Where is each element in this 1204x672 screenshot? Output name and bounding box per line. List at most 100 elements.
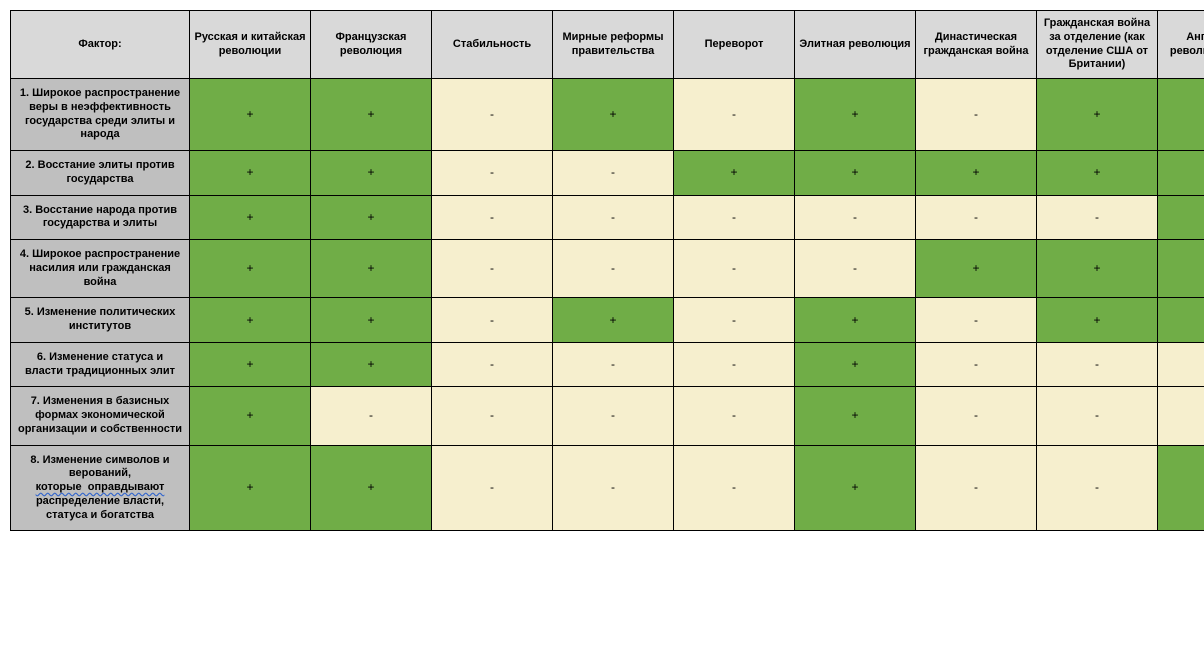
table-row: 8. Изменение символов и верований, котор… <box>11 445 1204 531</box>
data-cell: - <box>432 298 553 343</box>
data-cell: + <box>553 298 674 343</box>
data-cell: - <box>674 342 795 387</box>
data-cell: - <box>553 195 674 240</box>
data-cell: - <box>795 195 916 240</box>
header-col-8: Гражданская война за отделение (как отде… <box>1037 11 1158 79</box>
row-label: 5. Изменение политических институтов <box>11 298 190 343</box>
data-cell: - <box>553 240 674 298</box>
data-cell: - <box>916 445 1037 531</box>
data-cell: + <box>190 151 311 196</box>
data-cell: + <box>311 240 432 298</box>
header-col-9: Английская революция 1640г. <box>1158 11 1204 79</box>
data-cell: + <box>1158 240 1204 298</box>
data-cell: - <box>674 79 795 151</box>
table-row: 5. Изменение политических институтов++-+… <box>11 298 1204 343</box>
data-cell: + <box>311 151 432 196</box>
data-cell: + <box>795 342 916 387</box>
data-cell: + <box>795 445 916 531</box>
row-label: 6. Изменение статуса и власти традиционн… <box>11 342 190 387</box>
header-col-5: Переворот <box>674 11 795 79</box>
header-col-1: Русская и китайская революции <box>190 11 311 79</box>
factors-table: Фактор: Русская и китайская революции Фр… <box>10 10 1204 531</box>
data-cell: - <box>553 387 674 445</box>
data-cell: - <box>432 387 553 445</box>
data-cell: - <box>432 195 553 240</box>
data-cell: - <box>553 151 674 196</box>
data-cell: - <box>432 445 553 531</box>
data-cell: + <box>190 79 311 151</box>
table-row: 6. Изменение статуса и власти традиционн… <box>11 342 1204 387</box>
data-cell: + <box>916 151 1037 196</box>
data-cell: + <box>1158 79 1204 151</box>
header-col-6: Элитная революция <box>795 11 916 79</box>
data-cell: + <box>311 445 432 531</box>
data-cell: - <box>1158 387 1204 445</box>
data-cell: - <box>432 240 553 298</box>
data-cell: - <box>674 445 795 531</box>
data-cell: + <box>1037 79 1158 151</box>
data-cell: + <box>1158 151 1204 196</box>
data-cell: + <box>311 298 432 343</box>
data-cell: - <box>916 342 1037 387</box>
data-cell: + <box>190 387 311 445</box>
data-cell: - <box>674 387 795 445</box>
data-cell: + <box>1158 195 1204 240</box>
row-label: 7. Изменения в базисных формах экономиче… <box>11 387 190 445</box>
data-cell: - <box>1037 387 1158 445</box>
data-cell: - <box>674 195 795 240</box>
data-cell: + <box>1037 151 1158 196</box>
header-col-7: Династическая гражданская война <box>916 11 1037 79</box>
data-cell: + <box>190 298 311 343</box>
table-body: 1. Широкое распространение веры в неэффе… <box>11 79 1204 531</box>
data-cell: - <box>916 195 1037 240</box>
data-cell: - <box>795 240 916 298</box>
data-cell: - <box>674 240 795 298</box>
data-cell: + <box>795 79 916 151</box>
row-label: 8. Изменение символов и верований, котор… <box>11 445 190 531</box>
data-cell: + <box>916 240 1037 298</box>
row-label: 1. Широкое распространение веры в неэффе… <box>11 79 190 151</box>
table-row: 1. Широкое распространение веры в неэффе… <box>11 79 1204 151</box>
row-label: 2. Восстание элиты против государства <box>11 151 190 196</box>
data-cell: + <box>190 240 311 298</box>
data-cell: + <box>311 79 432 151</box>
data-cell: - <box>432 151 553 196</box>
data-cell: - <box>1037 445 1158 531</box>
data-cell: - <box>311 387 432 445</box>
data-cell: - <box>916 79 1037 151</box>
data-cell: + <box>1158 445 1204 531</box>
data-cell: + <box>795 151 916 196</box>
data-cell: - <box>1037 342 1158 387</box>
data-cell: - <box>432 79 553 151</box>
data-cell: + <box>190 342 311 387</box>
data-cell: + <box>190 445 311 531</box>
header-col-2: Французская революция <box>311 11 432 79</box>
data-cell: + <box>1158 298 1204 343</box>
data-cell: + <box>1037 298 1158 343</box>
row-label: 4. Широкое распространение насилия или г… <box>11 240 190 298</box>
table-row: 7. Изменения в базисных формах экономиче… <box>11 387 1204 445</box>
data-cell: - <box>553 445 674 531</box>
data-cell: + <box>553 79 674 151</box>
data-cell: + <box>795 387 916 445</box>
table-row: 3. Восстание народа против государства и… <box>11 195 1204 240</box>
header-row: Фактор: Русская и китайская революции Фр… <box>11 11 1204 79</box>
row-label: 3. Восстание народа против государства и… <box>11 195 190 240</box>
header-col-3: Стабильность <box>432 11 553 79</box>
data-cell: - <box>674 298 795 343</box>
table-row: 4. Широкое распространение насилия или г… <box>11 240 1204 298</box>
data-cell: - <box>916 298 1037 343</box>
data-cell: + <box>674 151 795 196</box>
data-cell: + <box>1037 240 1158 298</box>
data-cell: - <box>1158 342 1204 387</box>
header-col-4: Мирные реформы правительства <box>553 11 674 79</box>
data-cell: - <box>916 387 1037 445</box>
data-cell: - <box>553 342 674 387</box>
header-factor: Фактор: <box>11 11 190 79</box>
data-cell: + <box>795 298 916 343</box>
data-cell: + <box>311 342 432 387</box>
data-cell: - <box>1037 195 1158 240</box>
data-cell: + <box>311 195 432 240</box>
data-cell: + <box>190 195 311 240</box>
data-cell: - <box>432 342 553 387</box>
